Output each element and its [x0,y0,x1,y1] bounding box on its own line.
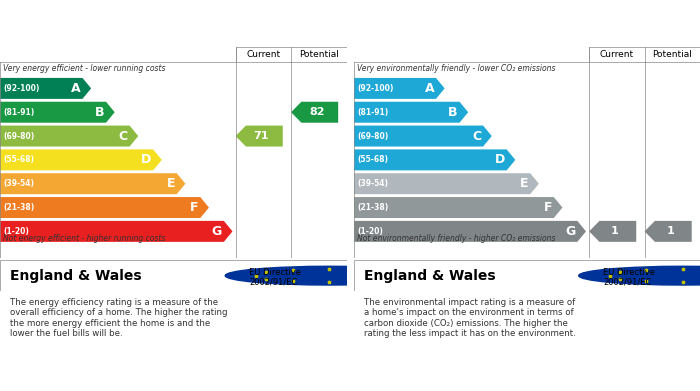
Text: 71: 71 [253,131,269,141]
Polygon shape [0,173,186,194]
Text: 82: 82 [309,107,324,117]
Bar [236,47,346,62]
Polygon shape [0,197,209,218]
Text: Very environmentally friendly - lower CO₂ emissions: Very environmentally friendly - lower CO… [357,64,556,73]
Polygon shape [354,149,515,170]
Text: (55-68): (55-68) [357,155,388,164]
Polygon shape [589,221,636,242]
Text: (55-68): (55-68) [4,155,34,164]
Text: B: B [448,106,458,119]
Text: Potential: Potential [299,50,339,59]
Text: (69-80): (69-80) [357,131,388,140]
Text: EU Directive: EU Directive [249,268,302,277]
Polygon shape [0,126,139,147]
Text: C: C [119,129,128,143]
Text: C: C [473,129,482,143]
Text: (69-80): (69-80) [4,131,35,140]
Text: (39-54): (39-54) [357,179,388,188]
Text: F: F [543,201,552,214]
Text: 2002/91/EC: 2002/91/EC [603,277,652,287]
Text: 1: 1 [611,226,619,237]
Polygon shape [354,173,539,194]
Text: (1-20): (1-20) [4,227,29,236]
Text: Current: Current [246,50,281,59]
Text: G: G [566,225,575,238]
Polygon shape [0,78,91,99]
Text: Energy Efficiency Rating: Energy Efficiency Rating [14,25,197,38]
Text: D: D [495,153,505,167]
Text: (21-38): (21-38) [4,203,35,212]
Polygon shape [354,102,468,123]
Polygon shape [236,126,283,147]
Polygon shape [0,102,115,123]
Text: Current: Current [600,50,634,59]
Text: England & Wales: England & Wales [10,269,142,283]
Polygon shape [645,221,692,242]
Text: (92-100): (92-100) [4,84,40,93]
Text: A: A [71,82,80,95]
Bar [589,47,700,62]
Polygon shape [0,149,162,170]
Text: F: F [190,201,199,214]
Text: Environmental Impact (CO₂) Rating: Environmental Impact (CO₂) Rating [368,25,629,38]
Polygon shape [354,221,586,242]
Text: (92-100): (92-100) [357,84,393,93]
Text: The energy efficiency rating is a measure of the
overall efficiency of a home. T: The energy efficiency rating is a measur… [10,298,228,338]
Text: England & Wales: England & Wales [364,269,496,283]
Polygon shape [354,78,444,99]
Text: (1-20): (1-20) [357,227,383,236]
Text: E: E [520,177,528,190]
Text: (81-91): (81-91) [4,108,35,117]
Text: EU Directive: EU Directive [603,268,655,277]
Text: (39-54): (39-54) [4,179,34,188]
Text: 2002/91/EC: 2002/91/EC [249,277,298,287]
Circle shape [579,266,700,285]
Text: The environmental impact rating is a measure of
a home's impact on the environme: The environmental impact rating is a mea… [364,298,575,338]
Polygon shape [0,221,232,242]
Text: E: E [167,177,175,190]
Polygon shape [354,197,562,218]
Text: Not environmentally friendly - higher CO₂ emissions: Not environmentally friendly - higher CO… [357,234,556,243]
Text: G: G [212,225,222,238]
Text: Very energy efficient - lower running costs: Very energy efficient - lower running co… [4,64,166,73]
Text: (81-91): (81-91) [357,108,388,117]
Text: (21-38): (21-38) [357,203,388,212]
Polygon shape [354,126,492,147]
Text: D: D [141,153,151,167]
Polygon shape [291,102,338,123]
Text: B: B [94,106,104,119]
Circle shape [225,266,433,285]
Text: Not energy efficient - higher running costs: Not energy efficient - higher running co… [4,234,166,243]
Text: 1: 1 [666,226,674,237]
Text: A: A [425,82,434,95]
Text: Potential: Potential [652,50,692,59]
